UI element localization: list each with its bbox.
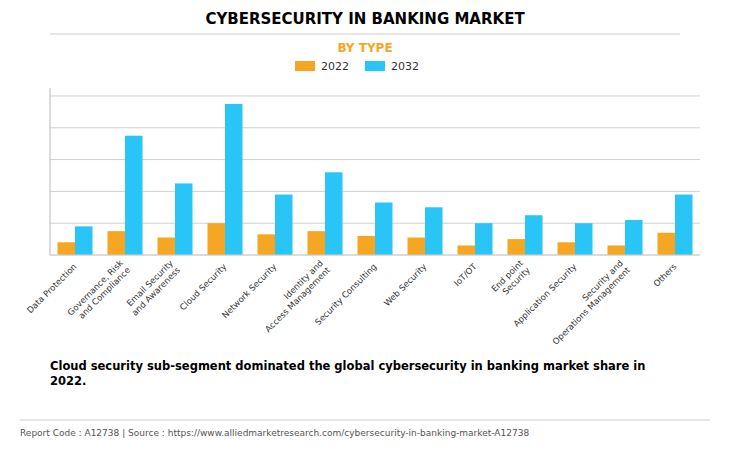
bar (308, 231, 326, 255)
y-axis-line (50, 88, 51, 255)
bar (108, 231, 126, 255)
bar (458, 245, 476, 255)
grid-line (50, 191, 700, 192)
grid-line (50, 159, 700, 160)
title-rule (50, 34, 680, 35)
bar (158, 238, 176, 255)
bar (208, 223, 226, 255)
x-tick-label: Security andOperations Management (543, 257, 632, 346)
bar (125, 136, 143, 255)
x-tick-label: Email Securityand Awareness (122, 258, 182, 318)
bar (75, 226, 93, 255)
bar (375, 203, 393, 255)
x-tick-label: Others (651, 261, 679, 289)
x-tick-label: Cloud Security (178, 261, 229, 312)
legend-label: 2032 (391, 60, 419, 73)
x-tick-label: Web Security (382, 261, 429, 308)
grid-line (50, 255, 700, 256)
bar (675, 195, 693, 255)
title: CYBERSECURITY IN BANKING MARKET (205, 10, 525, 28)
bar (658, 233, 676, 255)
grid-line (50, 95, 700, 96)
legend-swatch (365, 61, 385, 71)
bar (558, 242, 576, 255)
bars (58, 104, 693, 255)
legend: 2022 2032 (295, 60, 419, 73)
bar (225, 104, 243, 255)
bar (575, 223, 593, 255)
bar (408, 238, 426, 255)
x-tick-label: IoT/OT (452, 261, 479, 288)
bar (475, 223, 493, 255)
bar (358, 236, 376, 255)
grid (50, 96, 700, 255)
bar (625, 220, 643, 255)
footer-note: Cloud security sub-segment dominated the… (50, 359, 645, 388)
bar (508, 239, 526, 255)
bar (325, 172, 343, 255)
source-rule (20, 420, 710, 421)
legend-swatch (295, 61, 315, 71)
subtitle: BY TYPE (337, 41, 392, 55)
x-tick-label: Governance, Riskand Compliance (65, 258, 132, 325)
x-tick-label: End pointSecurity (489, 257, 532, 300)
bar (58, 242, 76, 255)
bar (275, 195, 293, 255)
bar (258, 234, 276, 255)
bar (175, 183, 193, 255)
bar (525, 215, 543, 255)
chart: CYBERSECURITY IN BANKING MARKET BY TYPE 20… (0, 0, 730, 473)
source-note: Report Code : A12738 | Source : https://… (20, 428, 529, 438)
bar (425, 207, 443, 255)
grid-line (50, 127, 700, 128)
legend-label: 2022 (321, 60, 349, 73)
x-tick-label: Application Security (511, 261, 578, 328)
x-tick-label: Network Security (220, 261, 279, 320)
x-axis-line (50, 255, 700, 256)
bar (608, 245, 626, 255)
x-tick-label: Security Consulting (313, 261, 379, 327)
